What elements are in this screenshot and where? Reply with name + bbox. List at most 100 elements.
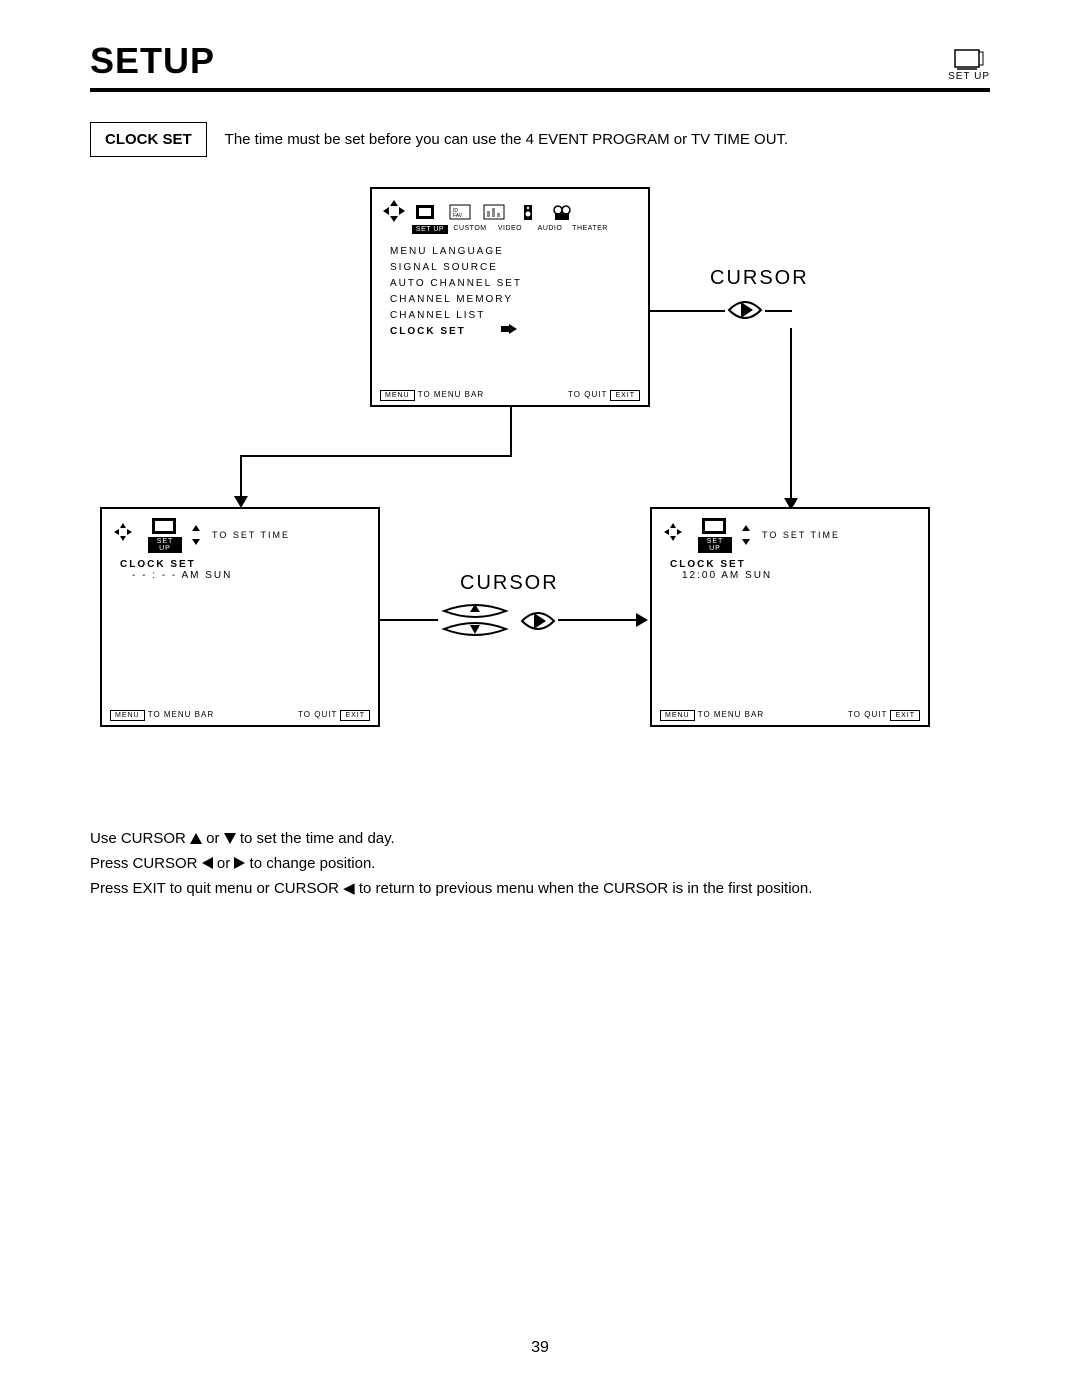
clock-set-row: CLOCK SET 12:00 AM SUN <box>652 555 928 581</box>
cursor-updown-icon <box>440 599 510 641</box>
triangle-right-icon <box>234 853 245 877</box>
arrow-right-icon <box>501 324 517 340</box>
menu-item-label: CLOCK SET <box>390 326 466 337</box>
corner-tv-icon: SET UP <box>948 49 990 82</box>
footer-right-text: TO QUIT <box>298 710 337 719</box>
text: or <box>213 855 235 872</box>
footer-left: MENU TO MENU BAR <box>380 390 484 399</box>
clock-set-title: CLOCK SET <box>670 559 918 570</box>
cursor-label: CURSOR <box>710 267 809 290</box>
nav-arrows-icon <box>380 197 408 225</box>
to-set-time-label: TO SET TIME <box>762 530 840 540</box>
page-title: SETUP <box>90 40 215 82</box>
menu-item-selected: CLOCK SET <box>390 324 634 340</box>
instruction-line-1: Use CURSOR or to set the time and day. <box>90 827 990 852</box>
menu-item: AUTO CHANNEL SET <box>390 276 634 292</box>
connector-line <box>790 328 792 507</box>
footer-left-text: TO MENU BAR <box>148 710 214 719</box>
clock-set-row: CLOCK SET - - : - - AM SUN <box>102 555 378 581</box>
triangle-down-icon <box>224 828 236 852</box>
connector-line <box>765 310 792 312</box>
connector-line <box>380 619 438 621</box>
connector-line <box>510 407 512 457</box>
connector-line <box>240 455 242 497</box>
flow-diagram: IDFAV SET UP CUSTOM VIDEO AUDIO THEATER … <box>90 187 990 807</box>
page-header: SETUP SET UP <box>90 40 990 92</box>
page-number: 39 <box>0 1339 1080 1357</box>
to-set-time-label: TO SET TIME <box>212 530 290 540</box>
corner-label: SET UP <box>948 71 990 82</box>
clock-set-title: CLOCK SET <box>120 559 368 570</box>
exit-button-label: EXIT <box>890 710 920 721</box>
osd-footer: MENU TO MENU BAR TO QUIT EXIT <box>660 710 920 719</box>
exit-button-label: EXIT <box>610 390 640 401</box>
cursor-label: CURSOR <box>460 572 559 595</box>
text: to change position. <box>245 855 375 872</box>
footer-left-text: TO MENU BAR <box>418 390 484 399</box>
tab-audio-icon <box>516 201 540 225</box>
nav-arrows-icon <box>112 521 140 549</box>
menu-button-label: MENU <box>660 710 695 721</box>
menu-item: MENU LANGUAGE <box>390 244 634 260</box>
tab-labels: SET UP CUSTOM VIDEO AUDIO THEATER <box>372 225 648 238</box>
setup-tv-icon: SET UP <box>148 517 182 553</box>
instructions: Use CURSOR or to set the time and day. P… <box>90 827 990 901</box>
text: Use CURSOR <box>90 830 190 847</box>
setup-chip: SET UP <box>148 537 182 553</box>
triangle-left-icon <box>202 853 213 877</box>
text: or <box>202 830 224 847</box>
osd-menu-list: MENU LANGUAGE SIGNAL SOURCE AUTO CHANNEL… <box>372 238 648 340</box>
setup-chip: SET UP <box>698 537 732 553</box>
osd-small-header: SET UP TO SET TIME <box>102 509 378 555</box>
page-content: SETUP SET UP CLOCK SET The time must be … <box>90 40 990 901</box>
menu-item: CHANNEL MEMORY <box>390 292 634 308</box>
updown-icon <box>740 523 754 547</box>
footer-left: MENU TO MENU BAR <box>110 710 214 719</box>
tab-custom-icon: IDFAV <box>448 201 472 225</box>
instruction-line-2: Press CURSOR or to change position. <box>90 852 990 877</box>
tab-label-setup: SET UP <box>412 225 448 234</box>
connector-line <box>558 619 638 621</box>
footer-right: TO QUIT EXIT <box>568 390 640 399</box>
exit-button-label: EXIT <box>340 710 370 721</box>
nav-arrows-icon <box>662 521 690 549</box>
osd-main-menu: IDFAV SET UP CUSTOM VIDEO AUDIO THEATER … <box>370 187 650 407</box>
tab-label-video: VIDEO <box>492 225 528 234</box>
osd-clock-set-empty: SET UP TO SET TIME CLOCK SET - - : - - A… <box>100 507 380 727</box>
tv-icon <box>954 49 984 71</box>
tab-label-theater: THEATER <box>572 225 608 234</box>
footer-right: TO QUIT EXIT <box>298 710 370 719</box>
cursor-right-icon <box>518 603 558 639</box>
osd-small-header: SET UP TO SET TIME <box>652 509 928 555</box>
osd-footer: MENU TO MENU BAR TO QUIT EXIT <box>380 390 640 399</box>
setup-tv-icon: SET UP <box>698 517 732 553</box>
osd-footer: MENU TO MENU BAR TO QUIT EXIT <box>110 710 370 719</box>
clock-set-value: 12:00 AM SUN <box>670 570 918 581</box>
connector-line <box>240 455 512 457</box>
instruction-line-3: Press EXIT to quit menu or CURSOR ◀ to r… <box>90 877 990 901</box>
osd-clock-set-filled: SET UP TO SET TIME CLOCK SET 12:00 AM SU… <box>650 507 930 727</box>
updown-icon <box>190 523 204 547</box>
tab-label-audio: AUDIO <box>532 225 568 234</box>
cursor-right-icon <box>725 292 765 328</box>
tab-theater-icon <box>550 201 574 225</box>
clock-set-value: - - : - - AM SUN <box>120 570 368 581</box>
section-label-box: CLOCK SET <box>90 122 207 157</box>
text: Press CURSOR <box>90 855 202 872</box>
connector-line <box>650 310 725 312</box>
footer-left: MENU TO MENU BAR <box>660 710 764 719</box>
menu-button-label: MENU <box>110 710 145 721</box>
svg-text:FAV: FAV <box>453 213 463 219</box>
intro-text: The time must be set before you can use … <box>225 131 789 148</box>
menu-item: CHANNEL LIST <box>390 308 634 324</box>
arrowhead-right-icon <box>636 613 648 632</box>
text: to set the time and day. <box>236 830 395 847</box>
footer-left-text: TO MENU BAR <box>698 710 764 719</box>
tab-setup-icon <box>414 201 438 225</box>
menu-item: SIGNAL SOURCE <box>390 260 634 276</box>
tab-label-custom: CUSTOM <box>452 225 488 234</box>
footer-right-text: TO QUIT <box>568 390 607 399</box>
menu-button-label: MENU <box>380 390 415 401</box>
triangle-up-icon <box>190 828 202 852</box>
intro-row: CLOCK SET The time must be set before yo… <box>90 122 990 157</box>
